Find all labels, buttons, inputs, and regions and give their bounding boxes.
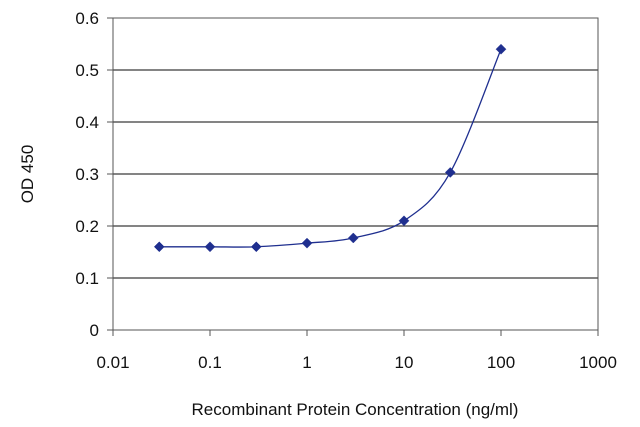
x-axis-label: Recombinant Protein Concentration (ng/ml… xyxy=(192,400,519,419)
data-point xyxy=(301,237,313,249)
data-point xyxy=(153,241,165,253)
y-axis-ticks: 0 0.1 0.2 0.3 0.4 0.5 0.6 xyxy=(75,9,113,340)
x-tick-label: 1000 xyxy=(579,353,617,372)
x-axis-ticks: 0.01 0.1 1 10 100 1000 xyxy=(96,330,617,372)
y-tick-label: 0.1 xyxy=(75,269,99,288)
data-point xyxy=(204,241,216,253)
fit-curve xyxy=(159,48,502,248)
x-tick-label: 100 xyxy=(487,353,515,372)
y-tick-label: 0.3 xyxy=(75,165,99,184)
y-tick-label: 0.2 xyxy=(75,217,99,236)
y-tick-label: 0.4 xyxy=(75,113,99,132)
y-tick-label: 0.6 xyxy=(75,9,99,28)
x-tick-label: 0.1 xyxy=(198,353,222,372)
data-point xyxy=(495,43,507,55)
x-tick-label: 1 xyxy=(302,353,311,372)
x-tick-label: 0.01 xyxy=(96,353,129,372)
y-tick-label: 0.5 xyxy=(75,61,99,80)
data-point xyxy=(398,215,410,227)
x-tick-label: 10 xyxy=(395,353,414,372)
y-axis-label: OD 450 xyxy=(18,145,37,204)
y-tick-label: 0 xyxy=(90,321,99,340)
data-point xyxy=(444,167,456,178)
gridlines xyxy=(113,69,598,279)
data-point xyxy=(250,241,262,253)
data-point xyxy=(347,232,359,244)
data-points xyxy=(153,43,507,253)
